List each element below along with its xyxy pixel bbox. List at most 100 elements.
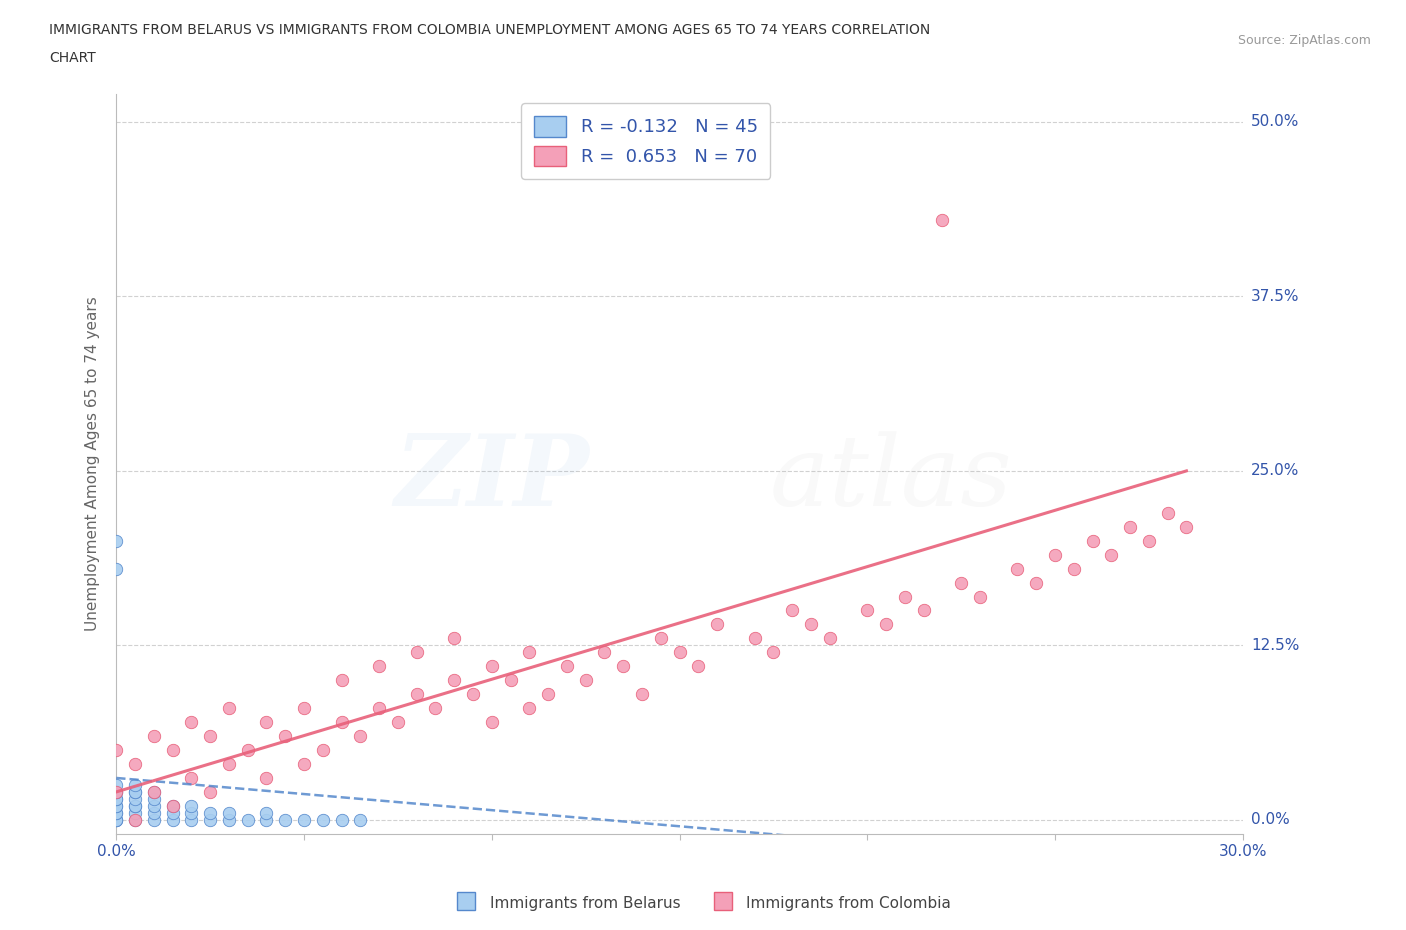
Point: [517, 644, 540, 659]
Point: [405, 644, 427, 659]
Point: [1081, 533, 1104, 548]
Point: [481, 658, 503, 673]
Point: [180, 813, 202, 828]
Point: [105, 805, 128, 820]
Point: [1175, 519, 1198, 534]
Point: [124, 805, 146, 820]
Point: [818, 631, 841, 645]
Point: [856, 603, 879, 618]
Point: [105, 813, 128, 828]
Point: [744, 631, 766, 645]
Point: [105, 533, 128, 548]
Point: [105, 791, 128, 806]
Text: 50.0%: 50.0%: [1251, 114, 1299, 129]
Point: [236, 742, 259, 757]
Point: [1099, 547, 1122, 562]
Point: [292, 813, 315, 828]
Point: [124, 813, 146, 828]
Text: IMMIGRANTS FROM BELARUS VS IMMIGRANTS FROM COLOMBIA UNEMPLOYMENT AMONG AGES 65 T: IMMIGRANTS FROM BELARUS VS IMMIGRANTS FR…: [49, 23, 931, 37]
Point: [443, 672, 465, 687]
Point: [292, 757, 315, 772]
Y-axis label: Unemployment Among Ages 65 to 74 years: Unemployment Among Ages 65 to 74 years: [86, 297, 100, 631]
Point: [274, 728, 297, 743]
Text: ZIP: ZIP: [395, 431, 589, 527]
Point: [124, 799, 146, 814]
Point: [387, 714, 409, 729]
Point: [142, 785, 165, 800]
Point: [894, 589, 917, 604]
Point: [481, 714, 503, 729]
Point: [368, 700, 391, 715]
Point: [162, 742, 184, 757]
Text: 12.5%: 12.5%: [1251, 638, 1299, 653]
Point: [668, 644, 690, 659]
Point: [180, 805, 202, 820]
Point: [762, 644, 785, 659]
Point: [124, 799, 146, 814]
Point: [198, 785, 221, 800]
Legend: Immigrants from Belarus, Immigrants from Colombia: Immigrants from Belarus, Immigrants from…: [449, 888, 957, 918]
Point: [105, 777, 128, 792]
Point: [612, 658, 634, 673]
Point: [162, 813, 184, 828]
Text: 0.0%: 0.0%: [1251, 812, 1289, 828]
Point: [162, 805, 184, 820]
Point: [142, 799, 165, 814]
Point: [105, 561, 128, 576]
Point: [1063, 561, 1085, 576]
Point: [1043, 547, 1066, 562]
Text: 37.5%: 37.5%: [1251, 289, 1299, 304]
Point: [124, 757, 146, 772]
Text: Source: ZipAtlas.com: Source: ZipAtlas.com: [1237, 34, 1371, 47]
Point: [330, 672, 353, 687]
Point: [105, 813, 128, 828]
Point: [105, 785, 128, 800]
Point: [198, 805, 221, 820]
Point: [950, 575, 973, 590]
Point: [105, 785, 128, 800]
Point: [198, 813, 221, 828]
Point: [236, 813, 259, 828]
Point: [180, 771, 202, 786]
Point: [162, 799, 184, 814]
Point: [575, 672, 598, 687]
Point: [349, 728, 371, 743]
Point: [142, 813, 165, 828]
Point: [274, 813, 297, 828]
Point: [218, 805, 240, 820]
Point: [142, 728, 165, 743]
Point: [800, 617, 823, 631]
Point: [105, 742, 128, 757]
Point: [256, 813, 278, 828]
Point: [198, 728, 221, 743]
Legend: R = -0.132   N = 45, R =  0.653   N = 70: R = -0.132 N = 45, R = 0.653 N = 70: [522, 103, 770, 179]
Point: [105, 799, 128, 814]
Point: [256, 771, 278, 786]
Point: [1007, 561, 1029, 576]
Point: [330, 813, 353, 828]
Point: [105, 791, 128, 806]
Point: [1025, 575, 1047, 590]
Text: CHART: CHART: [49, 51, 96, 65]
Point: [142, 785, 165, 800]
Point: [162, 799, 184, 814]
Point: [105, 805, 128, 820]
Point: [425, 700, 447, 715]
Point: [537, 686, 560, 701]
Point: [461, 686, 484, 701]
Point: [517, 700, 540, 715]
Point: [218, 813, 240, 828]
Point: [368, 658, 391, 673]
Point: [124, 791, 146, 806]
Point: [292, 700, 315, 715]
Point: [180, 799, 202, 814]
Point: [405, 686, 427, 701]
Point: [105, 799, 128, 814]
Text: 25.0%: 25.0%: [1251, 463, 1299, 478]
Point: [256, 714, 278, 729]
Point: [706, 617, 728, 631]
Point: [312, 813, 335, 828]
Point: [631, 686, 654, 701]
Point: [1137, 533, 1160, 548]
Point: [349, 813, 371, 828]
